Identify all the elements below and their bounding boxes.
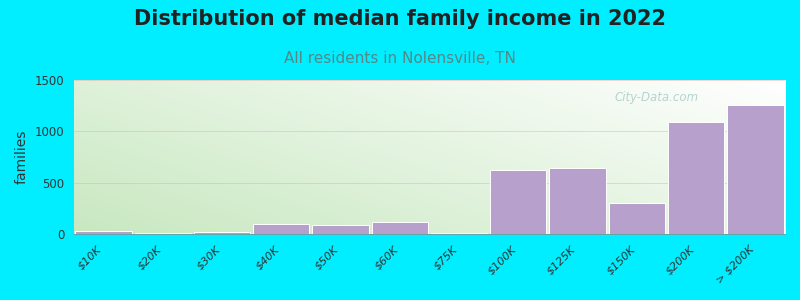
Bar <box>609 202 665 234</box>
Bar <box>253 224 310 234</box>
Bar <box>490 170 546 234</box>
Bar <box>134 233 191 234</box>
Bar <box>727 105 783 234</box>
Bar <box>550 168 606 234</box>
Bar <box>372 221 428 234</box>
Text: Distribution of median family income in 2022: Distribution of median family income in … <box>134 9 666 29</box>
Bar <box>194 232 250 234</box>
Y-axis label: families: families <box>15 130 29 184</box>
Text: City-Data.com: City-Data.com <box>614 91 698 104</box>
Bar <box>75 231 132 234</box>
Text: All residents in Nolensville, TN: All residents in Nolensville, TN <box>284 51 516 66</box>
Bar <box>431 233 487 234</box>
Bar <box>668 122 724 234</box>
Bar <box>313 225 369 234</box>
